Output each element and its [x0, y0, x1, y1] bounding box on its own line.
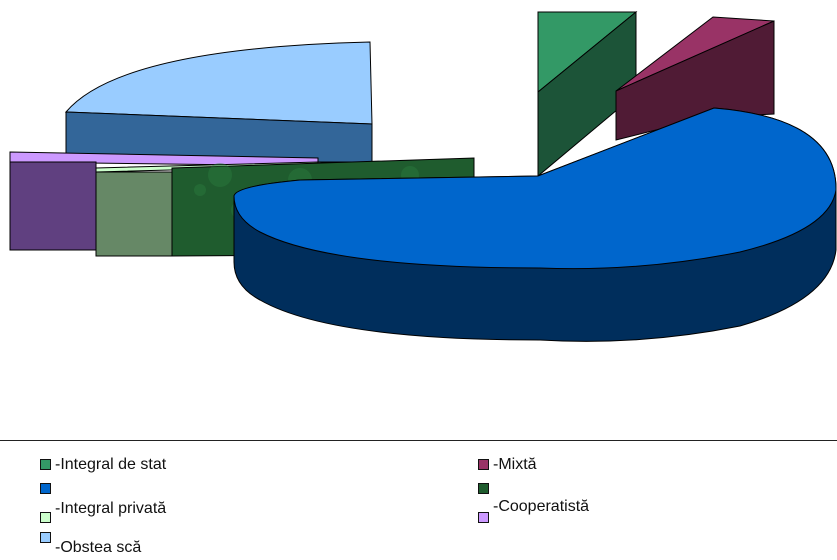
slice-integral-privata-side	[95, 171, 173, 257]
texture-spot	[208, 163, 232, 187]
legend-swatch	[40, 512, 51, 523]
legend-label: -Obstea scă	[55, 539, 142, 556]
legend-swatch	[478, 512, 489, 523]
legend-swatch	[40, 532, 51, 543]
legend-swatch	[478, 459, 489, 470]
slice-big-blue-top	[233, 107, 837, 270]
legend-label: -Integral de stat	[55, 456, 167, 473]
legend-label: -Mixtă	[493, 456, 537, 473]
legend-divider	[0, 440, 837, 441]
legend-label: -Cooperatistă	[493, 498, 590, 515]
legend-swatch	[478, 483, 489, 494]
pie-chart	[9, 10, 837, 342]
slice-light-blue-top	[64, 41, 373, 125]
chart-legend: -Integral de stat -Mixtă -Integral priva…	[0, 452, 837, 558]
legend-label: -Integral privată	[55, 500, 167, 517]
texture-spot	[194, 184, 206, 196]
legend-swatch	[40, 459, 51, 470]
slice-obstea-side	[9, 161, 97, 251]
legend-swatch	[40, 483, 51, 494]
